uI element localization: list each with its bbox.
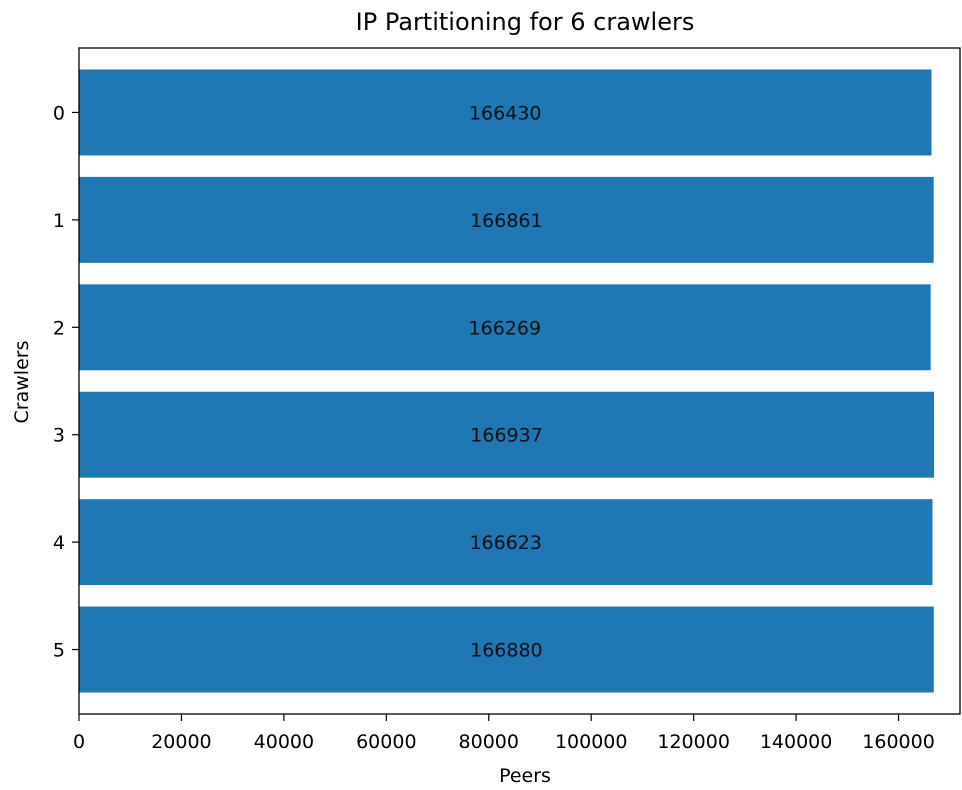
bar-crawler-1 [79,176,934,263]
x-tick-label: 140000 [760,731,833,753]
y-tick-label: 1 [53,210,65,232]
x-tick-label: 40000 [254,731,314,753]
data-label-crawler-1: 166861 [470,210,543,232]
data-label-crawler-2: 166269 [469,317,542,339]
x-tick-label: 60000 [356,731,416,753]
bar-crawler-4 [79,499,933,586]
x-tick-label: 160000 [862,731,935,753]
y-tick-label: 3 [53,425,65,447]
bar-crawler-2 [79,284,931,371]
x-tick-label: 20000 [151,731,211,753]
x-tick-label: 100000 [555,731,628,753]
bar-crawler-0 [79,69,932,156]
y-axis-label: Crawlers [11,341,33,424]
x-tick-label: 0 [73,731,85,753]
y-tick-label: 5 [53,640,65,662]
bar-crawler-5 [79,606,934,693]
y-axis-ticks: 0 1 2 3 4 5 [53,102,79,662]
x-tick-label: 80000 [459,731,519,753]
x-axis-ticks: 0 20000 40000 60000 80000 100000 120000 140000 1… [73,714,935,753]
y-tick-label: 2 [53,317,65,339]
data-label-crawler-3: 166937 [470,425,543,447]
data-label-crawler-4: 166623 [469,532,542,554]
y-tick-label: 0 [53,102,65,124]
data-labels-group: 166430 166861 166269 166937 166623 166880 [469,102,543,661]
chart-title: IP Partitioning for 6 crawlers [356,8,695,36]
y-tick-label: 4 [53,532,65,554]
data-label-crawler-0: 166430 [469,102,542,124]
x-tick-label: 120000 [657,731,730,753]
plot-frame [78,47,961,715]
bar-crawler-3 [79,391,935,478]
data-label-crawler-5: 166880 [470,640,543,662]
bars-group [79,69,935,693]
x-axis-label: Peers [499,765,551,787]
